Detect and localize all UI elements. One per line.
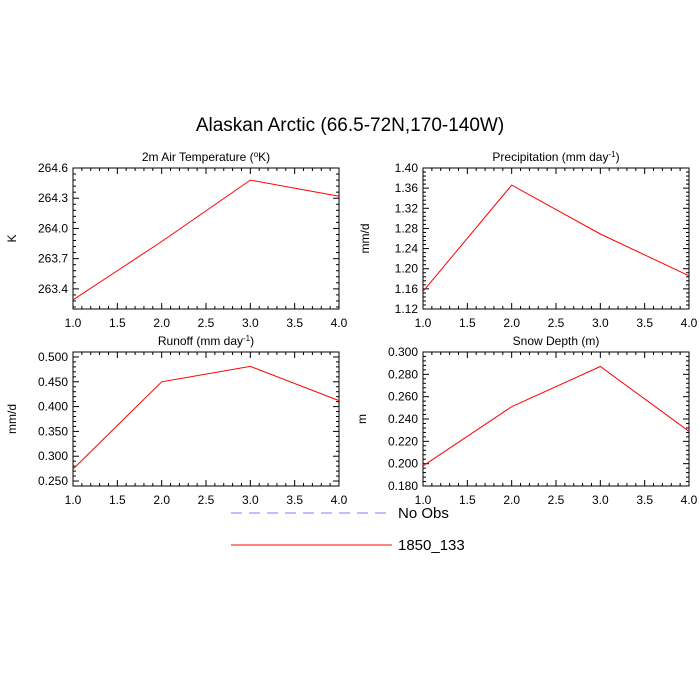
x-tick-label: 4.0 [331, 316, 348, 330]
legend-label: 1850_133 [398, 537, 465, 554]
series-line-1850_133 [72, 179, 340, 301]
legend-label: No Obs [398, 505, 449, 522]
y-tick-label: 264.6 [38, 161, 68, 175]
y-tick-label: 1.12 [395, 302, 419, 316]
y-tick-label: 0.350 [38, 424, 68, 438]
x-tick-label: 3.5 [636, 316, 653, 330]
plot-frame [72, 351, 340, 487]
y-tick-label: 264.0 [38, 221, 68, 235]
x-tick-label: 1.5 [109, 316, 126, 330]
panel-2: 1.0 1.5 2.0 2.5 3.0 3.5 4.0 1.12 1.16 1.20 1.24 1.2… [358, 150, 698, 331]
y-tick-label: 0.240 [388, 412, 418, 426]
x-tick-label: 1.0 [65, 316, 82, 330]
panel-4: 1.0 1.5 2.0 2.5 3.0 3.5 4.0 0.180 0.200 0.220 0.24… [355, 334, 698, 507]
y-tick-label: 264.3 [38, 191, 68, 205]
x-tick-label: 3.5 [636, 493, 653, 507]
series-line-1850_133 [72, 365, 340, 470]
y-tick-label: 0.180 [388, 479, 418, 493]
y-tick-label: 1.24 [395, 242, 419, 256]
y-tick-label: 263.4 [38, 282, 68, 296]
x-tick-label: 1.5 [109, 493, 126, 507]
panels-group: 1.0 1.5 2.0 2.5 3.0 3.5 4.0 263.4 263.7 264.0 264.… [5, 150, 698, 508]
y-tick-label: 1.20 [395, 262, 419, 276]
y-tick-label: 263.7 [38, 252, 68, 266]
x-tick-label: 4.0 [331, 493, 348, 507]
series-line-1850_133 [422, 184, 690, 292]
x-tick-label: 3.0 [242, 316, 259, 330]
series-line-1850_133 [422, 365, 690, 467]
x-tick-label: 2.5 [198, 493, 215, 507]
x-tick-label: 2.0 [153, 493, 170, 507]
x-tick-label: 2.5 [548, 493, 565, 507]
x-tick-label: 1.0 [65, 493, 82, 507]
y-tick-label: 0.450 [38, 375, 68, 389]
x-tick-label: 2.5 [548, 316, 565, 330]
y-axis-label: K [5, 234, 19, 242]
panel-title: 2m Air Temperature (oK) [142, 150, 270, 165]
y-tick-label: 1.32 [395, 201, 419, 215]
panel-title: Snow Depth (m) [513, 334, 600, 348]
y-axis-label: mm/d [5, 404, 19, 434]
x-tick-label: 1.5 [459, 493, 476, 507]
x-tick-label: 1.0 [415, 493, 432, 507]
plot-frame [422, 167, 690, 310]
y-tick-label: 0.250 [38, 474, 68, 488]
y-tick-label: 0.200 [388, 457, 418, 471]
y-tick-label: 0.220 [388, 434, 418, 448]
x-tick-label: 2.0 [503, 493, 520, 507]
x-tick-label: 1.0 [415, 316, 432, 330]
panel-1: 1.0 1.5 2.0 2.5 3.0 3.5 4.0 263.4 263.7 264.0 264.… [5, 150, 348, 331]
y-tick-label: 1.40 [395, 161, 419, 175]
y-tick-label: 0.500 [38, 350, 68, 364]
x-tick-label: 2.0 [153, 316, 170, 330]
x-tick-label: 4.0 [681, 316, 698, 330]
y-axis-label: m [355, 414, 369, 424]
x-tick-label: 1.5 [459, 316, 476, 330]
y-tick-label: 0.300 [38, 449, 68, 463]
panel-title: Runoff (mm day-1) [158, 334, 254, 349]
panel-3: 1.0 1.5 2.0 2.5 3.0 3.5 4.0 0.250 0.300 0.350 0.40… [5, 334, 348, 508]
x-tick-label: 3.0 [242, 493, 259, 507]
y-tick-label: 1.28 [395, 221, 419, 235]
x-tick-label: 4.0 [681, 493, 698, 507]
y-axis-label: mm/d [358, 224, 372, 254]
y-tick-label: 0.280 [388, 367, 418, 381]
y-tick-label: 0.400 [38, 400, 68, 414]
y-tick-label: 0.300 [388, 345, 418, 359]
x-tick-label: 3.0 [592, 316, 609, 330]
y-tick-label: 1.36 [395, 181, 419, 195]
x-tick-label: 3.5 [286, 316, 303, 330]
x-tick-label: 3.0 [592, 493, 609, 507]
y-tick-label: 0.260 [388, 390, 418, 404]
legend: No Obs 1850_133 [231, 505, 465, 554]
plot-frame [422, 351, 690, 487]
x-tick-label: 2.0 [503, 316, 520, 330]
x-tick-label: 3.5 [286, 493, 303, 507]
figure-title: Alaskan Arctic (66.5-72N,170-140W) [196, 115, 504, 136]
y-tick-label: 1.16 [395, 282, 419, 296]
panel-title: Precipitation (mm day-1) [492, 150, 619, 165]
x-tick-label: 2.5 [198, 316, 215, 330]
